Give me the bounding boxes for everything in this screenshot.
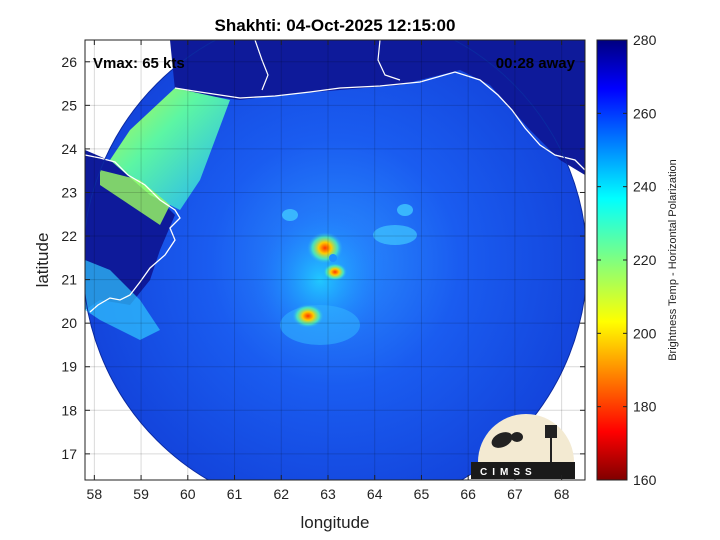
colorbar-label: Brightness Temp - Horizontal Polarizatio…: [667, 159, 679, 361]
warm-land-strip-2: [100, 170, 170, 225]
y-tick-label: 23: [61, 184, 77, 200]
storm-eye: [329, 254, 337, 262]
y-tick-label: 22: [61, 228, 77, 244]
x-tick-label: 66: [460, 486, 476, 502]
x-tick-label: 68: [554, 486, 570, 502]
rainband-ne: [397, 204, 413, 216]
rainband-nw: [282, 209, 298, 221]
logo-banner: [471, 462, 575, 479]
y-tick-label: 19: [61, 359, 77, 375]
vmax-annotation: Vmax: 65 kts: [93, 55, 185, 72]
logo-water-tower-icon: [545, 425, 557, 438]
border-line: [254, 40, 401, 91]
logo-satellite-dish-2-icon: [511, 432, 523, 442]
warm-land-west: [85, 260, 160, 340]
logo-satellite-dish-icon: [491, 432, 513, 448]
cold-core-north: [307, 232, 343, 264]
colorbar-tick-label: 240: [633, 179, 657, 195]
x-tick-label: 63: [320, 486, 336, 502]
y-axis-label: latitude: [33, 233, 52, 288]
cold-core-center: [323, 263, 347, 281]
y-tick-label: 18: [61, 402, 77, 418]
land-north: [170, 40, 585, 175]
y-tick-label: 21: [61, 272, 77, 288]
y-tick-label: 26: [61, 54, 77, 70]
colorbar: [596, 39, 628, 481]
rainband-east: [373, 225, 417, 245]
logo-text: CIMSS: [480, 467, 537, 478]
colorbar-tick-label: 220: [633, 252, 657, 268]
time-offset-annotation: 00:28 away: [496, 55, 576, 72]
x-tick-label: 59: [133, 486, 149, 502]
x-tick-label: 61: [227, 486, 243, 502]
colorbar-tick-label: 160: [633, 472, 657, 488]
coastline: [85, 154, 181, 313]
x-tick-label: 67: [507, 486, 523, 502]
chart-title: Shakhti: 04-Oct-2025 12:15:00: [215, 16, 456, 35]
x-tick-label: 62: [273, 486, 289, 502]
plot-frame: [84, 39, 586, 481]
x-tick-label: 60: [180, 486, 196, 502]
y-axis-ticks: 17 18 19 20 21 22 23 24 25 26: [61, 54, 585, 462]
x-tick-label: 58: [87, 486, 103, 502]
colorbar-tick-label: 280: [633, 32, 657, 48]
colorbar-ticks: 160 180 200 220 240 260 280: [597, 32, 657, 488]
x-tick-label: 64: [367, 486, 383, 502]
cold-core-south: [292, 304, 324, 328]
cimss-logo: CIMSS: [471, 414, 575, 479]
warm-land-strip: [110, 88, 230, 210]
x-tick-label: 65: [414, 486, 430, 502]
colorbar-tick-label: 260: [633, 105, 657, 121]
y-tick-label: 20: [61, 315, 77, 331]
coastline-north: [174, 71, 585, 171]
grid-lines: [85, 40, 585, 480]
y-tick-label: 17: [61, 446, 77, 462]
y-tick-label: 24: [61, 141, 77, 157]
x-axis-ticks: 58 59 60 61 62 63 64 65 66 67 68: [87, 40, 570, 502]
x-axis-label: longitude: [300, 513, 369, 532]
colorbar-tick-label: 200: [633, 325, 657, 341]
y-tick-label: 25: [61, 97, 77, 113]
colorbar-tick-label: 180: [633, 399, 657, 415]
